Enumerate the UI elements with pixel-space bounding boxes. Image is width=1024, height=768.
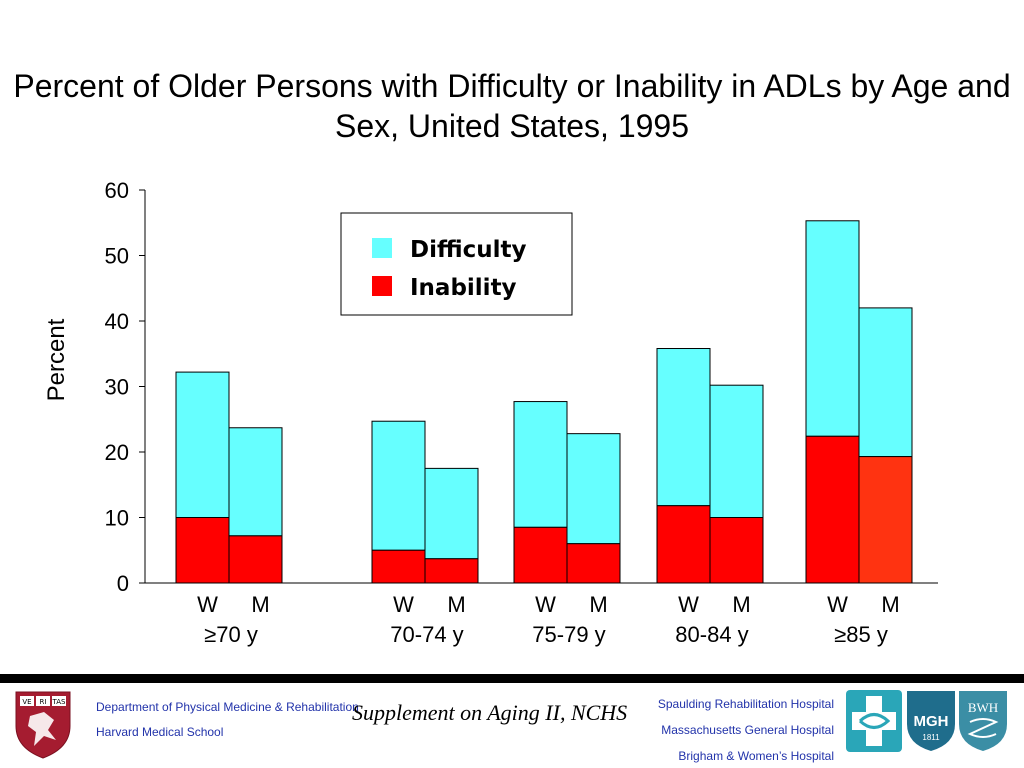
x-sex-label-8: W	[827, 592, 848, 617]
bar-difficulty-7	[709, 384, 764, 518]
bar-difficulty-0	[175, 371, 230, 518]
hospital-spaulding: Spaulding Rehabilitation Hospital	[657, 697, 834, 711]
legend-box	[340, 212, 573, 316]
x-sex-label-5: M	[589, 592, 607, 617]
x-group-label-3: 80-84 y	[675, 622, 748, 647]
x-axis-labels: W M W M W M W M W M ≥70 y 70-74 y 75-79 y 80-84 y ≥85 …	[197, 592, 900, 647]
bar-inability-3	[424, 558, 479, 584]
dept-line-1: Department of Physical Medicine & Rehabi…	[96, 700, 359, 714]
bar-difficulty-5	[566, 433, 621, 545]
footer-rule	[0, 674, 1024, 683]
bar-inability-8	[805, 435, 860, 584]
y-tick-label: 30	[105, 375, 129, 400]
bar-inability-0	[175, 517, 230, 584]
spaulding-cross-icon	[846, 690, 902, 752]
bar-difficulty-4	[513, 401, 568, 528]
bar-inability-4	[513, 526, 568, 584]
bar-difficulty-2	[371, 420, 426, 551]
bar-inability-6	[656, 505, 711, 584]
mgh-logo-year: 1811	[922, 733, 940, 742]
bar-difficulty-6	[656, 348, 711, 507]
bar-inability-7	[709, 517, 764, 584]
stacked-bar-chart: 0 10 20 30 40 50 60 W M W M W M W M W M ≥70 y 70-74 y 75-7…	[43, 178, 938, 647]
bar-difficulty-8	[805, 220, 860, 437]
bwh-logo-text: BWH	[968, 700, 998, 715]
legend-swatch-inability	[372, 276, 392, 296]
bwh-shield-icon: BWH	[959, 691, 1007, 751]
bar-inability-2	[371, 549, 426, 584]
bar-difficulty-1	[228, 427, 283, 537]
bar-inability-9	[858, 456, 913, 584]
hospital-mgh: Massachusetts General Hospital	[661, 723, 834, 737]
hospital-bwh: Brigham & Women’s Hospital	[678, 749, 834, 763]
source-note: Supplement on Aging II, NCHS	[352, 700, 628, 725]
x-sex-label-2: W	[393, 592, 414, 617]
legend-swatch-difficulty	[372, 238, 392, 258]
bars	[175, 220, 913, 584]
x-sex-label-0: W	[197, 592, 218, 617]
bar-difficulty-3	[424, 467, 479, 560]
y-axis-label: Percent	[43, 318, 70, 401]
x-group-label-1: 70-74 y	[390, 622, 463, 647]
y-axis: 0 10 20 30 40 50 60	[105, 178, 938, 596]
mgh-shield-icon: MGH 1811	[907, 691, 955, 751]
mgh-logo-text: MGH	[914, 713, 949, 730]
bar-difficulty-9	[858, 307, 913, 458]
x-group-label-0: ≥70 y	[204, 622, 258, 647]
harvard-shield-text-3: TAS	[52, 698, 67, 706]
x-sex-label-9: M	[881, 592, 899, 617]
x-sex-label-1: M	[251, 592, 269, 617]
harvard-shield-text-2: RI	[40, 698, 47, 706]
chart-title: Percent of Older Persons with Difficulty…	[13, 68, 1011, 144]
y-tick-label: 20	[105, 440, 129, 465]
x-sex-label-3: M	[447, 592, 465, 617]
y-tick-label: 50	[105, 244, 129, 269]
legend: Difficulty Inability	[340, 212, 573, 316]
x-group-label-2: 75-79 y	[532, 622, 605, 647]
y-tick-label: 60	[105, 178, 129, 203]
y-tick-label: 40	[105, 309, 129, 334]
y-tick-label: 0	[117, 571, 129, 596]
harvard-shield-text-1: VE	[22, 698, 31, 706]
bar-inability-1	[228, 535, 283, 584]
legend-label-inability: Inability	[410, 275, 517, 301]
y-tick-label: 10	[105, 506, 129, 531]
bar-inability-5	[566, 543, 621, 584]
x-sex-label-6: W	[678, 592, 699, 617]
dept-line-2: Harvard Medical School	[96, 725, 224, 739]
harvard-shield-icon: VE RI TAS	[15, 691, 71, 759]
x-sex-label-4: W	[535, 592, 556, 617]
x-sex-label-7: M	[732, 592, 750, 617]
x-group-label-4: ≥85 y	[834, 622, 888, 647]
legend-label-difficulty: Difficulty	[410, 237, 527, 263]
